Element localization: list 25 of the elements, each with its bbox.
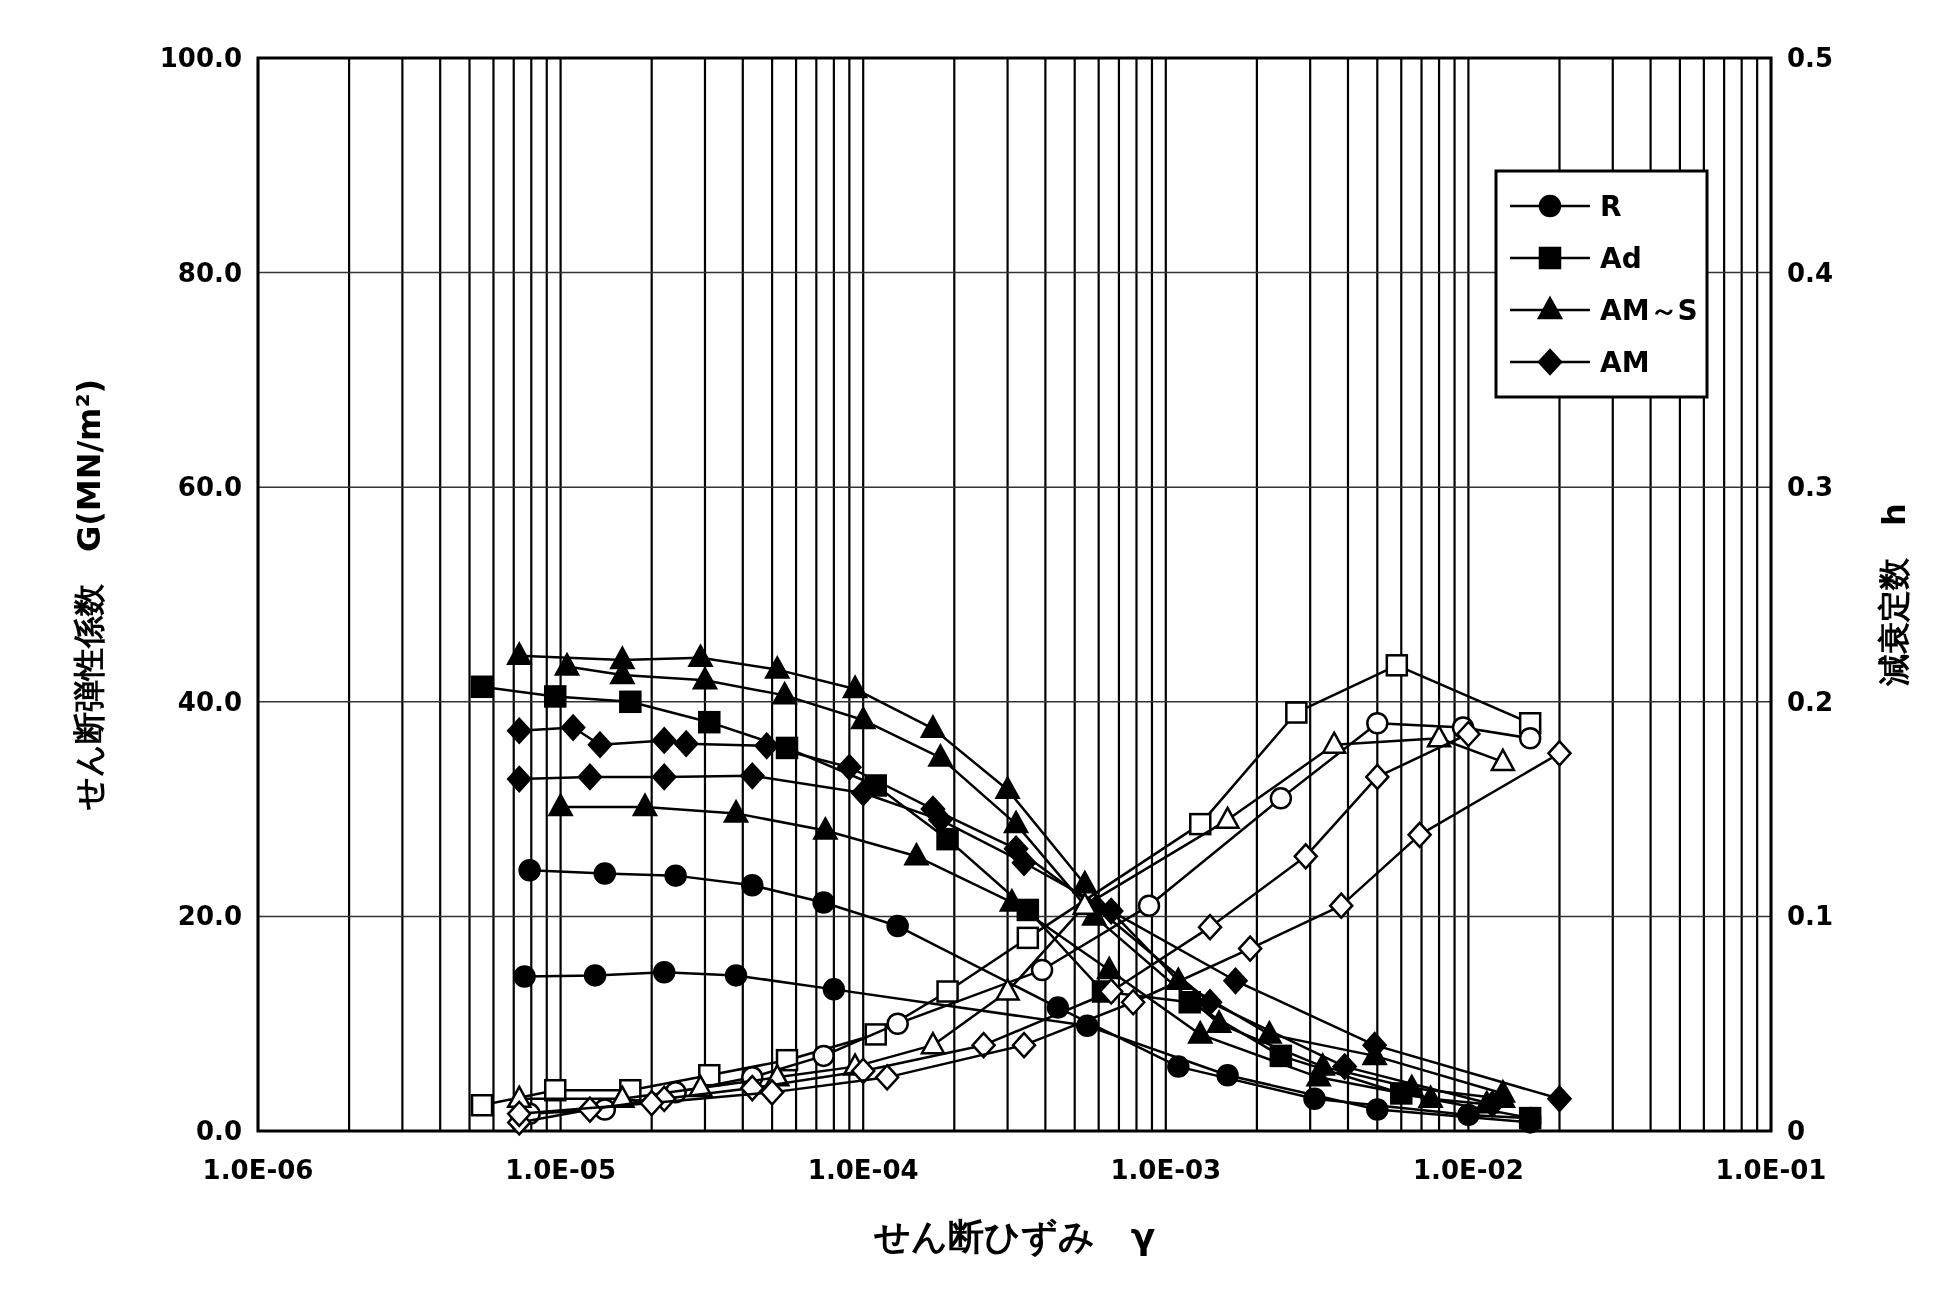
y2-tick-label: 0.2 — [1787, 686, 1834, 717]
x-tick-label: 1.0E-02 — [1413, 1155, 1524, 1185]
x-tick-label: 1.0E-05 — [505, 1155, 616, 1185]
y-axis-title: せん断弾性係数 G(MN/m²) — [70, 378, 108, 811]
x-tick-label: 1.0E-03 — [1110, 1155, 1222, 1185]
x-tick-label: 1.0E-01 — [1715, 1155, 1827, 1185]
x-tick-label: 1.0E-06 — [202, 1155, 314, 1185]
y2-tick-label: 0.5 — [1787, 43, 1834, 73]
x-tick-label: 1.0E-04 — [807, 1155, 919, 1185]
y2-tick-label: 0.3 — [1787, 472, 1834, 503]
y2-axis-title: 減衰定数 h — [1875, 503, 1913, 687]
y-tick-label: 60.0 — [177, 472, 242, 503]
y-tick-label: 20.0 — [177, 901, 242, 932]
legend-label: Ad — [1600, 242, 1642, 275]
y2-tick-label: 0.1 — [1787, 901, 1834, 932]
y-tick-label: 0.0 — [195, 1116, 242, 1146]
legend-label: AM — [1600, 346, 1650, 379]
y-tick-label: 40.0 — [177, 686, 242, 717]
y-tick-label: 80.0 — [177, 257, 242, 288]
x-axis-title: せん断ひずみ γ — [873, 1216, 1156, 1258]
legend-label: AM～S — [1600, 294, 1698, 327]
legend-label: R — [1600, 190, 1622, 223]
y2-tick-label: 0.4 — [1787, 257, 1834, 288]
y2-tick-label: 0 — [1787, 1116, 1806, 1146]
y-tick-label: 100.0 — [159, 43, 242, 73]
